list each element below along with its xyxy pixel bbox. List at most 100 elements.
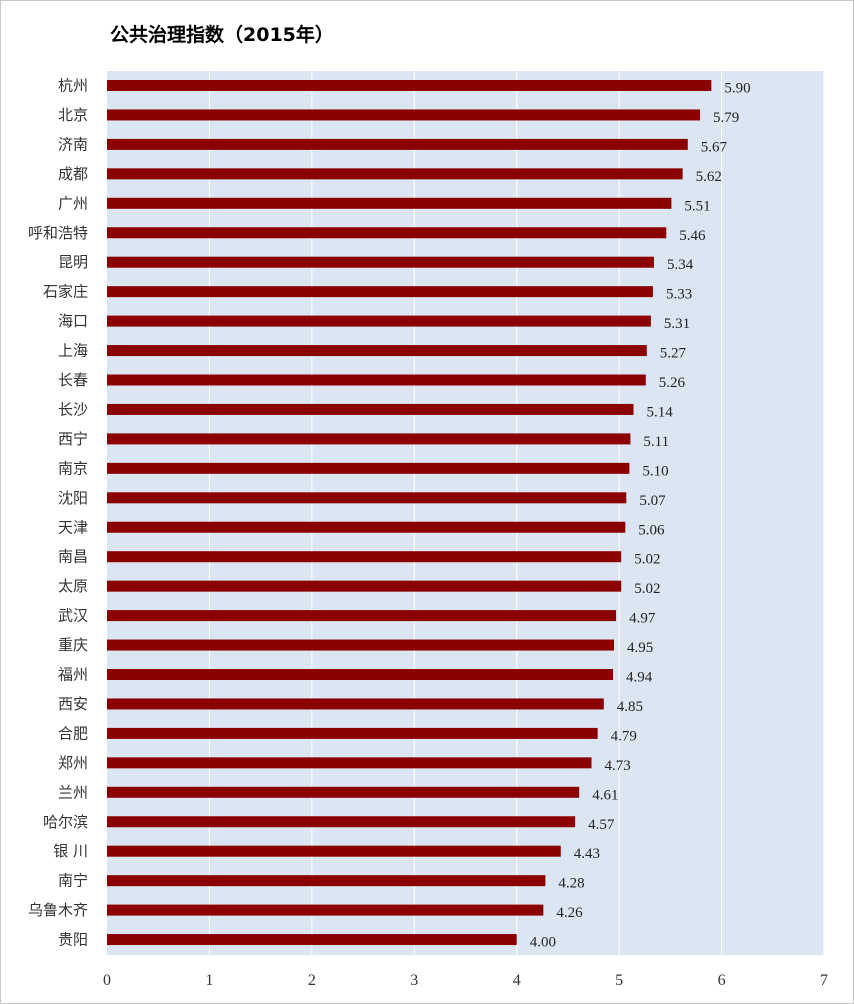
bar: [107, 462, 630, 474]
bar: [107, 256, 654, 268]
x-tick-label: 1: [205, 972, 213, 989]
bar: [107, 227, 667, 239]
category-label: 乌鲁木齐: [28, 901, 88, 919]
data-label: 4.57: [588, 817, 615, 833]
category-label: 杭州: [58, 77, 88, 95]
data-label: 5.90: [724, 81, 750, 97]
data-label: 4.28: [558, 876, 584, 892]
data-label: 5.26: [659, 375, 686, 391]
data-label: 5.02: [634, 581, 660, 597]
category-label: 济南: [58, 135, 88, 153]
category-label: 银 川: [53, 842, 88, 860]
data-label: 5.11: [643, 434, 669, 450]
bar: [107, 80, 712, 91]
category-label: 长春: [58, 371, 88, 389]
category-label: 呼和浩特: [28, 224, 88, 242]
x-tick-label: 5: [615, 972, 623, 989]
category-label: 南宁: [58, 872, 88, 890]
bar: [107, 610, 617, 622]
category-label: 兰州: [58, 783, 88, 801]
category-label: 石家庄: [43, 283, 88, 301]
data-label: 4.43: [574, 846, 600, 862]
data-label: 5.10: [642, 463, 668, 479]
chart-title: 公共治理指数（2015年）: [110, 24, 334, 46]
data-label: 4.61: [592, 787, 618, 803]
bar: [107, 639, 615, 651]
x-tick-label: 7: [820, 972, 828, 989]
bar: [107, 492, 627, 504]
bar: [107, 197, 672, 209]
data-label: 5.33: [666, 287, 692, 303]
bar: [107, 551, 622, 563]
category-label: 郑州: [58, 754, 88, 772]
bar: [107, 580, 622, 592]
data-label: 5.06: [638, 522, 665, 538]
data-label: 5.31: [664, 316, 690, 332]
data-label: 4.97: [629, 611, 656, 627]
bar: [107, 345, 647, 357]
bar: [107, 786, 580, 798]
data-label: 5.79: [713, 110, 739, 126]
data-label: 5.14: [646, 404, 673, 420]
bar: [107, 757, 592, 769]
x-tick-label: 2: [308, 972, 316, 989]
category-label: 昆明: [58, 253, 88, 271]
bar: [107, 521, 626, 533]
bar: [107, 875, 546, 887]
data-label: 4.95: [627, 640, 653, 656]
data-label: 5.46: [679, 228, 706, 244]
bar: [107, 698, 604, 710]
bar: [107, 403, 634, 415]
data-label: 5.67: [701, 139, 728, 155]
data-label: 4.00: [530, 935, 556, 951]
category-label: 太原: [58, 577, 88, 595]
bar: [107, 138, 688, 150]
data-label: 5.34: [667, 257, 694, 273]
bar: [107, 315, 651, 327]
data-label: 4.85: [617, 699, 643, 715]
category-label: 广州: [58, 194, 88, 212]
bar: [107, 845, 561, 857]
category-label: 西宁: [58, 430, 88, 448]
category-label: 贵阳: [58, 931, 88, 949]
category-label: 沈阳: [58, 489, 88, 507]
category-label: 上海: [58, 342, 88, 360]
bar: [107, 374, 646, 386]
data-label: 5.07: [639, 493, 666, 509]
category-label: 长沙: [58, 400, 88, 418]
x-tick-label: 4: [513, 972, 521, 989]
category-label: 北京: [58, 106, 88, 124]
data-label: 4.79: [611, 728, 637, 744]
category-label: 南京: [58, 459, 88, 477]
x-tick-label: 3: [410, 972, 418, 989]
bar: [107, 727, 598, 739]
category-label: 重庆: [58, 636, 88, 654]
x-tick-label: 6: [718, 972, 726, 989]
data-label: 4.26: [556, 905, 583, 921]
category-label: 海口: [58, 312, 88, 330]
plot-area: [107, 71, 824, 955]
data-label: 5.51: [684, 198, 710, 214]
category-label: 哈尔滨: [43, 813, 88, 831]
data-label: 5.02: [634, 552, 660, 568]
category-label: 成都: [58, 165, 88, 183]
bar: [107, 433, 631, 445]
data-label: 4.94: [626, 670, 653, 686]
bar: [107, 904, 544, 916]
bar: [107, 168, 683, 180]
category-label: 武汉: [58, 607, 88, 625]
data-label: 5.27: [660, 346, 687, 362]
bar: [107, 669, 613, 680]
category-label: 合肥: [58, 724, 88, 742]
category-label: 天津: [58, 518, 88, 536]
data-label: 4.73: [604, 758, 630, 774]
bar: [107, 934, 517, 946]
data-label: 5.62: [696, 169, 722, 185]
bar: [107, 109, 701, 121]
bar: [107, 816, 576, 828]
bar: [107, 286, 653, 298]
category-label: 福州: [58, 666, 88, 684]
category-label: 南昌: [58, 548, 88, 566]
x-tick-label: 0: [103, 972, 111, 989]
